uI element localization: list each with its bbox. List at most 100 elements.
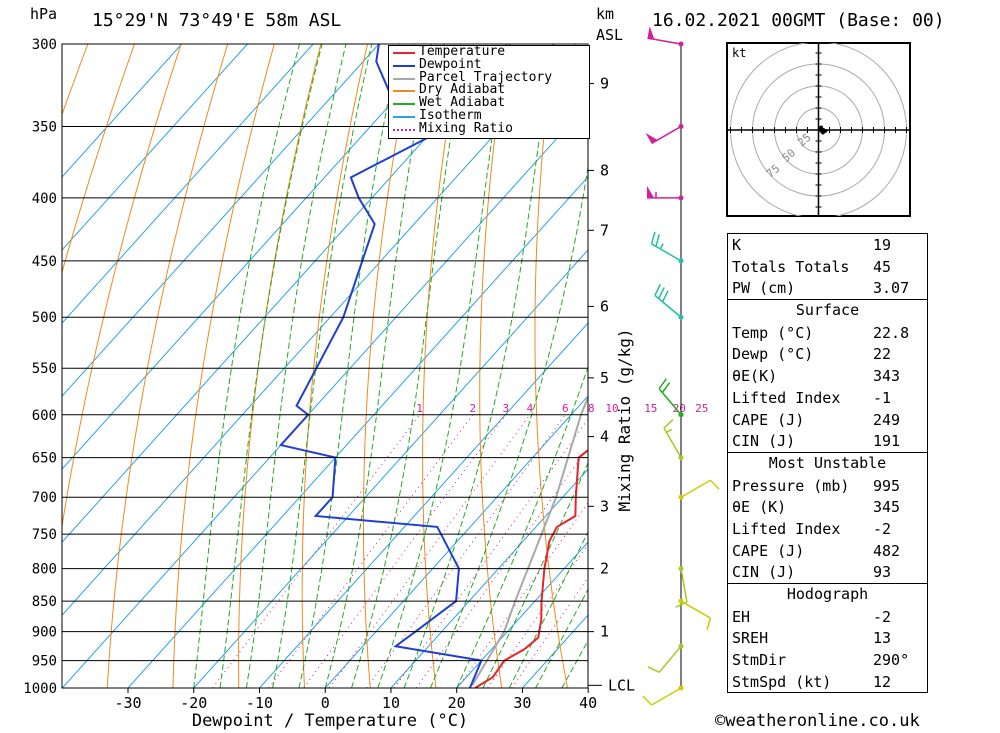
surface-section: Surface Temp (°C) 22.8 Dewp (°C) 22 θE(K) 343… [728, 299, 927, 452]
height-tick-label: 2 [600, 560, 609, 578]
wind-barb-feather [661, 290, 669, 303]
wind-barb-flag [647, 185, 654, 198]
mixing-ratio-label: 6 [562, 402, 569, 415]
most-unstable-row: Lifted Index -2 [728, 518, 927, 540]
most-unstable-section: Most Unstable Pressure (mb) 995 θE (K) 345 L… [728, 451, 927, 583]
legend-item: Mixing Ratio [389, 120, 589, 136]
hodograph-param-key: SREH [732, 629, 769, 648]
mixing-ratio-line [366, 414, 566, 688]
isotherm-line [62, 44, 380, 397]
wet-adiabat-line [245, 44, 347, 688]
wet-adiabat-line [193, 44, 301, 688]
wind-barb [642, 685, 684, 706]
legend-label: Temperature [419, 44, 506, 59]
hodograph-param-value: -2 [873, 607, 892, 626]
temperature-line [474, 449, 588, 688]
legend-label: Mixing Ratio [419, 120, 513, 136]
hodograph-section: Hodograph EH -2 SREH 13 StmDir 290° StmSpd (kt… [728, 583, 927, 692]
pressure-tick-label: 650 [32, 451, 57, 467]
surface-value: 22 [873, 345, 892, 364]
most-unstable-key: θE (K) [732, 498, 787, 517]
mixing-ratio-line [303, 414, 507, 688]
hpa-unit-label: hPa [30, 5, 58, 23]
hodograph-param-row: EH -2 [728, 606, 927, 628]
pressure-tick-label: 450 [32, 254, 57, 270]
legend-item: Isotherm [389, 107, 589, 123]
isotherm-line [390, 468, 588, 688]
legend-swatch [393, 90, 415, 93]
location-title: 15°29'N 73°49'E 58m ASL [92, 10, 342, 31]
index-value: 19 [873, 236, 892, 254]
isotherm-line [324, 395, 588, 688]
pressure-tick-label: 950 [32, 654, 57, 670]
mixing-ratio-label: 1 [416, 402, 423, 415]
most-unstable-value: 482 [873, 541, 901, 560]
most-unstable-row: CAPE (J) 482 [728, 540, 927, 562]
legend-item: Wet Adiabat [389, 96, 589, 110]
wet-adiabat-line [219, 44, 323, 688]
legend-label: Isotherm [419, 107, 482, 123]
hodograph-param-key: StmDir [732, 651, 787, 670]
asl-unit-label: ASL [596, 26, 624, 44]
isotherm-line [62, 44, 314, 324]
temp-tick-label: 30 [513, 694, 531, 712]
index-value: 3.07 [873, 279, 910, 298]
surface-row: Dewp (°C) 22 [728, 343, 927, 365]
wind-barb [678, 479, 720, 500]
hodograph-param-row: StmDir 290° [728, 649, 927, 671]
mixing-ratio-label: 25 [695, 402, 708, 415]
surface-row: Lifted Index -1 [728, 387, 927, 409]
surface-row: Temp (°C) 22.8 [728, 322, 927, 344]
most-unstable-row: Pressure (mb) 995 [728, 475, 927, 497]
isotherm-line [127, 176, 588, 688]
most-unstable-key: Lifted Index [732, 519, 841, 538]
wind-barb-shaft [658, 645, 682, 673]
wind-barb-feather [709, 479, 720, 490]
surface-row: CAPE (J) 249 [728, 409, 927, 431]
index-row: PW (cm) 3.07 [728, 277, 927, 299]
mixing-ratio-label: 10 [605, 402, 618, 415]
hodograph-param-row: StmSpd (kt) 12 [728, 671, 927, 693]
isotherm-line [62, 44, 248, 251]
legend-swatch [393, 52, 415, 54]
mixing-ratio-label: 3 [502, 402, 509, 415]
index-key: K [732, 236, 742, 254]
wind-barb-half-feather [666, 428, 673, 434]
wind-barb [647, 185, 684, 201]
temp-tick-label: 20 [448, 694, 466, 712]
pressure-tick-label: 850 [32, 594, 57, 610]
surface-value: 22.8 [873, 323, 910, 342]
height-tick-label: 8 [600, 161, 609, 179]
pressure-tick-label: 350 [32, 119, 57, 135]
pressure-tick-label: 700 [32, 490, 57, 506]
isotherm-line [62, 103, 588, 688]
wind-barb-feather [650, 231, 656, 245]
index-key: PW (cm) [732, 279, 796, 298]
isotherm-line [456, 541, 588, 688]
hodograph-param-key: EH [732, 607, 751, 626]
surface-key: Lifted Index [732, 388, 841, 407]
wet-adiabat-line [272, 44, 373, 688]
isotherm-line [62, 44, 183, 178]
height-tick-label: 5 [600, 369, 609, 387]
most-unstable-key: CIN (J) [732, 563, 796, 582]
wind-barb-shaft [647, 37, 682, 45]
most-unstable-row: θE (K) 345 [728, 496, 927, 518]
wind-barb-feather [661, 382, 671, 393]
height-tick-label: 7 [600, 221, 609, 239]
wind-barb-flag [645, 133, 658, 144]
surface-row: θE(K) 343 [728, 365, 927, 387]
wind-barb-shaft [680, 568, 688, 603]
wind-barb-shaft [658, 388, 682, 416]
index-row: Totals Totals 45 [728, 256, 927, 278]
surface-key: CAPE (J) [732, 410, 805, 429]
legend-label: Dry Adiabat [419, 82, 506, 98]
mixing-ratio-label: 20 [673, 402, 686, 415]
hodograph-point [819, 125, 823, 130]
wind-barb-flag [647, 26, 655, 40]
mixing-ratio-line [415, 447, 588, 688]
wind-barb-shaft [663, 427, 682, 458]
